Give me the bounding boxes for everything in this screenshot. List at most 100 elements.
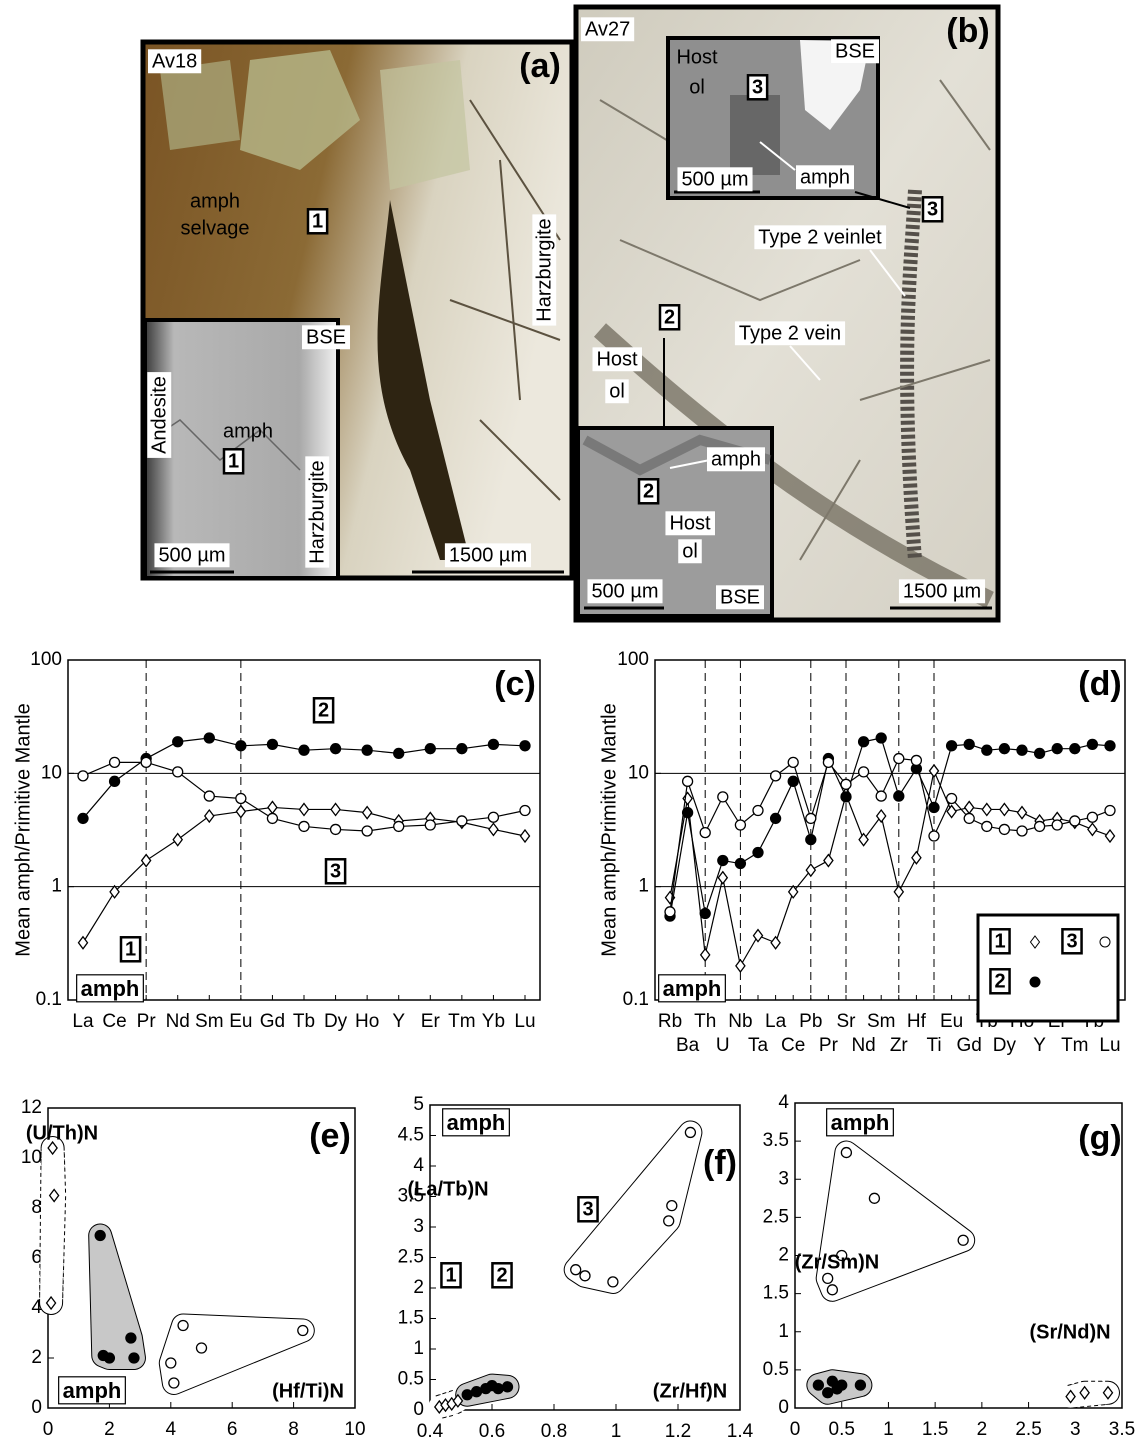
marker [805, 812, 817, 825]
marker [717, 870, 729, 885]
annotation: amph [81, 976, 140, 1001]
annotation: (Zr/Sm)N [795, 1251, 879, 1273]
y-tick-label: 4 [778, 1092, 789, 1113]
y-tick-label: 3 [413, 1216, 424, 1237]
photo-a [140, 39, 575, 581]
marker [298, 820, 310, 833]
marker [957, 1234, 969, 1246]
x-tick-label: Nb [728, 1011, 752, 1032]
marker [752, 804, 764, 817]
marker [684, 1126, 697, 1139]
label-box [440, 1262, 462, 1289]
label-box [989, 968, 1011, 995]
x-tick-label: Ce [102, 1011, 126, 1032]
marker [858, 832, 869, 847]
marker [361, 744, 373, 756]
label-box [147, 49, 202, 74]
y-tick-label: 100 [30, 649, 62, 670]
label-box [921, 196, 944, 223]
marker [770, 935, 781, 950]
x-tick-label: Pr [137, 1011, 157, 1032]
x-tick-label: Th [694, 1011, 716, 1032]
marker [812, 1379, 825, 1391]
marker [963, 812, 975, 825]
marker [108, 756, 121, 769]
label-box [306, 208, 329, 235]
marker [77, 935, 89, 950]
photo-label: ol [609, 380, 625, 402]
marker [519, 804, 531, 817]
x-tick-label: 2.5 [1015, 1419, 1041, 1440]
x-tick-label: U [716, 1035, 730, 1056]
label-box [734, 321, 846, 346]
x-tick-label: 2 [977, 1419, 988, 1440]
marker [140, 853, 152, 868]
legend-marker [1029, 935, 1041, 949]
envelope [1059, 1381, 1119, 1408]
annotation: amph [663, 976, 722, 1001]
y-tick-label: 6 [31, 1247, 42, 1268]
x-tick-label: 6 [227, 1419, 238, 1440]
y-tick-label: 100 [617, 649, 649, 670]
marker [822, 756, 835, 769]
x-tick-label: Dy [324, 1011, 348, 1032]
pointer [854, 191, 911, 209]
marker [822, 1387, 834, 1399]
x-tick-label: Hf [907, 1011, 927, 1032]
y-tick-label: 2 [778, 1245, 789, 1266]
marker [487, 811, 500, 823]
photo-label: 500 µm [158, 544, 225, 566]
x-tick-label: Tm [1061, 1035, 1088, 1056]
marker [94, 1229, 106, 1242]
marker [266, 738, 279, 751]
x-tick-label: Tm [448, 1011, 475, 1032]
y-tick-label: 4 [31, 1297, 42, 1318]
photo-label: Host [676, 46, 718, 68]
x-tick-label: Tb [293, 1011, 315, 1032]
y-tick-label: 0 [413, 1399, 424, 1420]
marker [857, 736, 870, 748]
x-tick-label: Y [1033, 1035, 1046, 1056]
annotation: (Hf/Ti)N [272, 1380, 344, 1402]
photo-label: BSE [835, 40, 875, 62]
label-box [324, 858, 347, 885]
marker [681, 806, 694, 819]
annotation: Mean amph/Primitive Mantle [598, 703, 620, 956]
label-box [587, 579, 663, 604]
photo-label: Harzburgite [533, 218, 555, 321]
marker [1104, 828, 1116, 844]
envelope [89, 1224, 145, 1369]
legend-label: 1 [994, 930, 1005, 952]
x-tick-label: Nd [851, 1035, 875, 1056]
marker [1104, 740, 1116, 752]
label-box [491, 1262, 513, 1289]
marker [456, 743, 468, 755]
annotation: amph [63, 1378, 122, 1403]
pointer [789, 345, 821, 381]
marker [875, 808, 887, 824]
marker [1086, 738, 1099, 751]
marker [45, 1295, 57, 1311]
marker [734, 857, 747, 870]
x-tick-label: Pr [819, 1035, 839, 1056]
label-box [58, 1376, 126, 1405]
y-tick-label: 0.1 [623, 989, 649, 1010]
marker [487, 738, 500, 751]
marker [699, 907, 711, 920]
marker [519, 828, 531, 844]
legend-marker [1029, 976, 1041, 988]
envelope [40, 1137, 66, 1314]
photo-label: 3 [927, 198, 938, 220]
marker [735, 958, 746, 973]
marker [681, 775, 694, 787]
photo-label: Host [669, 512, 711, 534]
y-tick-label: 1 [413, 1338, 424, 1359]
label-box [605, 379, 629, 404]
marker [981, 820, 993, 833]
marker [1016, 744, 1028, 756]
photo-label: ol [682, 540, 698, 562]
marker [752, 846, 764, 859]
y-tick-label: 0 [31, 1397, 42, 1418]
marker [822, 1272, 834, 1285]
